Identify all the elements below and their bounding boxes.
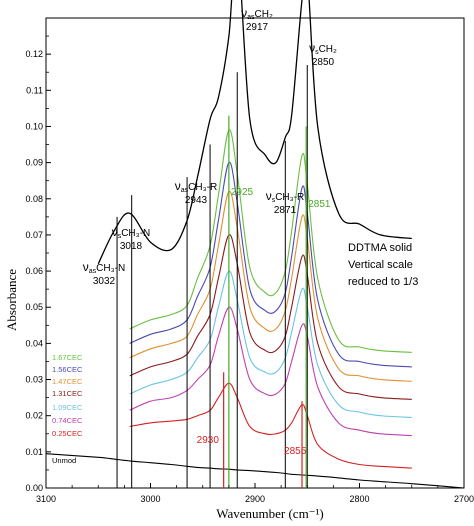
labels-layer: νasCH₃-N3032νsCH₃-N3018νasCH₃-R2943νasCH… xyxy=(52,6,337,465)
label-vs-ch2-wavenumber: 2850 xyxy=(312,57,335,68)
y-tick-label: 0.00 xyxy=(25,483,43,493)
series-label-1.47cec: 1.47CEC xyxy=(52,377,83,386)
y-tick-label: 0.10 xyxy=(25,121,43,131)
y-axis-title: Absorbance xyxy=(4,269,19,331)
note-line-2: Vertical scale xyxy=(348,259,413,271)
x-tick-label: 3000 xyxy=(140,494,160,504)
red-label-2930: 2930 xyxy=(197,435,220,446)
label-vas-ch2-wavenumber: 2917 xyxy=(246,22,269,33)
series-line-1-09cec xyxy=(129,270,412,419)
ddtma-note: DDTMA solid Vertical scale reduced to 1/… xyxy=(348,242,418,288)
series-line-1-31cec xyxy=(129,234,412,400)
axes: 3100 3000 2900 2800 2700 0.00 0.01 0.02 0.03 0.04… xyxy=(25,35,474,504)
x-axis-title: Wavenumber (cm⁻¹) xyxy=(216,506,324,521)
label-vs-ch3r-wavenumber: 2871 xyxy=(274,205,297,216)
y-tick-label: 0.01 xyxy=(25,447,43,457)
note-line-1: DDTMA solid xyxy=(348,242,412,254)
label-vs-ch2-mode: νsCH₂ xyxy=(309,41,337,56)
series-line-unmod xyxy=(45,453,465,489)
y-tick-label: 0.07 xyxy=(25,230,43,240)
series-line-0-74cec xyxy=(129,306,412,437)
red-label-2855: 2855 xyxy=(284,446,307,457)
x-tick-label: 2700 xyxy=(454,494,474,504)
label-vas-ch3r-mode: νasCH₃-R xyxy=(175,179,217,194)
x-tick-label: 2800 xyxy=(349,494,369,504)
label-vas-ch3n-wavenumber: 3032 xyxy=(93,276,116,287)
y-tick-label: 0.12 xyxy=(25,49,43,59)
y-tick-label: 0.05 xyxy=(25,302,43,312)
x-tick-label: 2900 xyxy=(245,494,265,504)
label-vas-ch3r-wavenumber: 2943 xyxy=(185,195,208,206)
label-vas-ch2-mode: νasCH₂ xyxy=(241,6,273,21)
y-tick-label: 0.06 xyxy=(25,266,43,276)
series-label-0.25cec: 0.25CEC xyxy=(52,429,83,438)
label-vs-ch3n-mode: νsCH₃-N xyxy=(112,225,151,240)
series-line-0-25cec xyxy=(129,382,412,469)
y-tick-label: 0.11 xyxy=(26,85,43,95)
x-tick-label: 3100 xyxy=(36,494,56,504)
series-line-1-47cec xyxy=(129,190,412,382)
note-line-3: reduced to 1/3 xyxy=(348,276,418,288)
series-line-1-56cec xyxy=(129,162,412,368)
y-tick-label: 0.03 xyxy=(25,375,43,385)
series-line-1-67cec xyxy=(129,129,412,353)
y-tick-label: 0.09 xyxy=(25,158,43,168)
y-tick-label: 0.02 xyxy=(25,411,43,421)
peak-marker-layer xyxy=(116,65,308,488)
green-label-2851: 2851 xyxy=(308,199,331,210)
series-label-1.09cec: 1.09CEC xyxy=(52,403,83,412)
series-layer xyxy=(45,0,465,489)
label-vs-ch3r-mode: νsCH₃-R xyxy=(266,189,305,204)
series-label-1.31cec: 1.31CEC xyxy=(52,389,83,398)
series-label-0.74cec: 0.74CEC xyxy=(52,416,83,425)
series-label-1.67cec: 1.67CEC xyxy=(52,353,83,362)
series-label-unmod: Unmod xyxy=(52,456,76,465)
y-tick-label: 0.04 xyxy=(25,338,43,348)
label-vas-ch3n-mode: νasCH₃-N xyxy=(83,260,125,275)
green-label-2925: 2925 xyxy=(231,187,254,198)
label-vs-ch3n-wavenumber: 3018 xyxy=(120,241,143,252)
series-label-1.56cec: 1.56CEC xyxy=(52,365,83,374)
y-tick-label: 0.08 xyxy=(25,194,43,204)
series-line-ddtma-solid xyxy=(97,0,412,265)
